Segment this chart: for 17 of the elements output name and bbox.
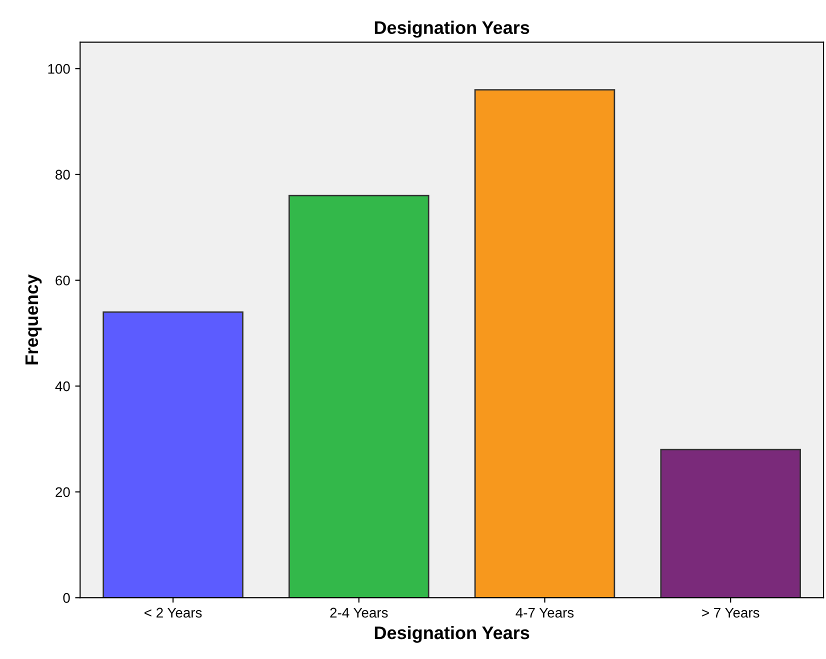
y-tick-label: 0 [63, 593, 70, 603]
bar [102, 311, 244, 598]
x-tick-label: < 2 Years [144, 608, 202, 618]
y-tick-label: 100 [48, 64, 70, 74]
x-tick-label: > 7 Years [702, 608, 760, 618]
bar [288, 194, 430, 598]
bar [660, 448, 801, 598]
y-axis-title: Frequency [26, 274, 42, 364]
y-tick-label: 60 [56, 276, 70, 286]
y-tick-label: 40 [55, 381, 70, 392]
x-axis-title: Designation Years [374, 626, 530, 643]
chart-title: Designation Years [374, 20, 530, 38]
bar [474, 89, 616, 598]
x-tick-label: 4-7 Years [516, 608, 574, 618]
y-tick-label: 20 [56, 487, 70, 498]
x-tick-label: 2-4 Years [330, 608, 388, 618]
y-tick-label: 80 [56, 170, 70, 180]
